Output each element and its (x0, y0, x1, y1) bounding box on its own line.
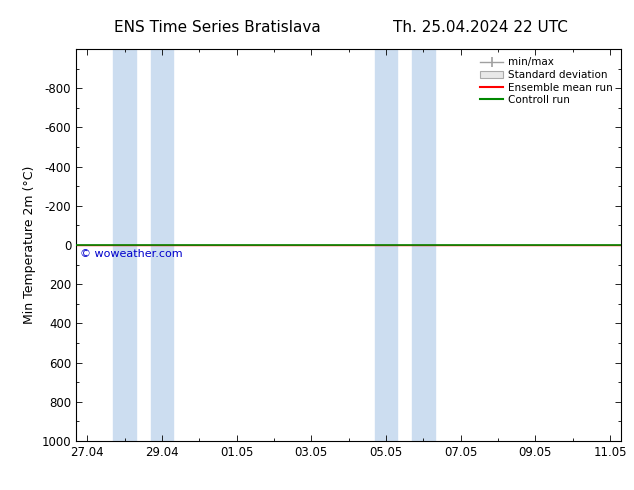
Bar (151, 49, 173, 441)
Text: ENS Time Series Bratislava: ENS Time Series Bratislava (114, 20, 321, 35)
Bar (113, 49, 136, 441)
Text: Th. 25.04.2024 22 UTC: Th. 25.04.2024 22 UTC (393, 20, 568, 35)
Bar (412, 49, 434, 441)
Legend: min/max, Standard deviation, Ensemble mean run, Controll run: min/max, Standard deviation, Ensemble me… (477, 54, 616, 108)
Text: © woweather.com: © woweather.com (80, 248, 183, 259)
Y-axis label: Min Temperature 2m (°C): Min Temperature 2m (°C) (23, 166, 36, 324)
Bar (375, 49, 398, 441)
